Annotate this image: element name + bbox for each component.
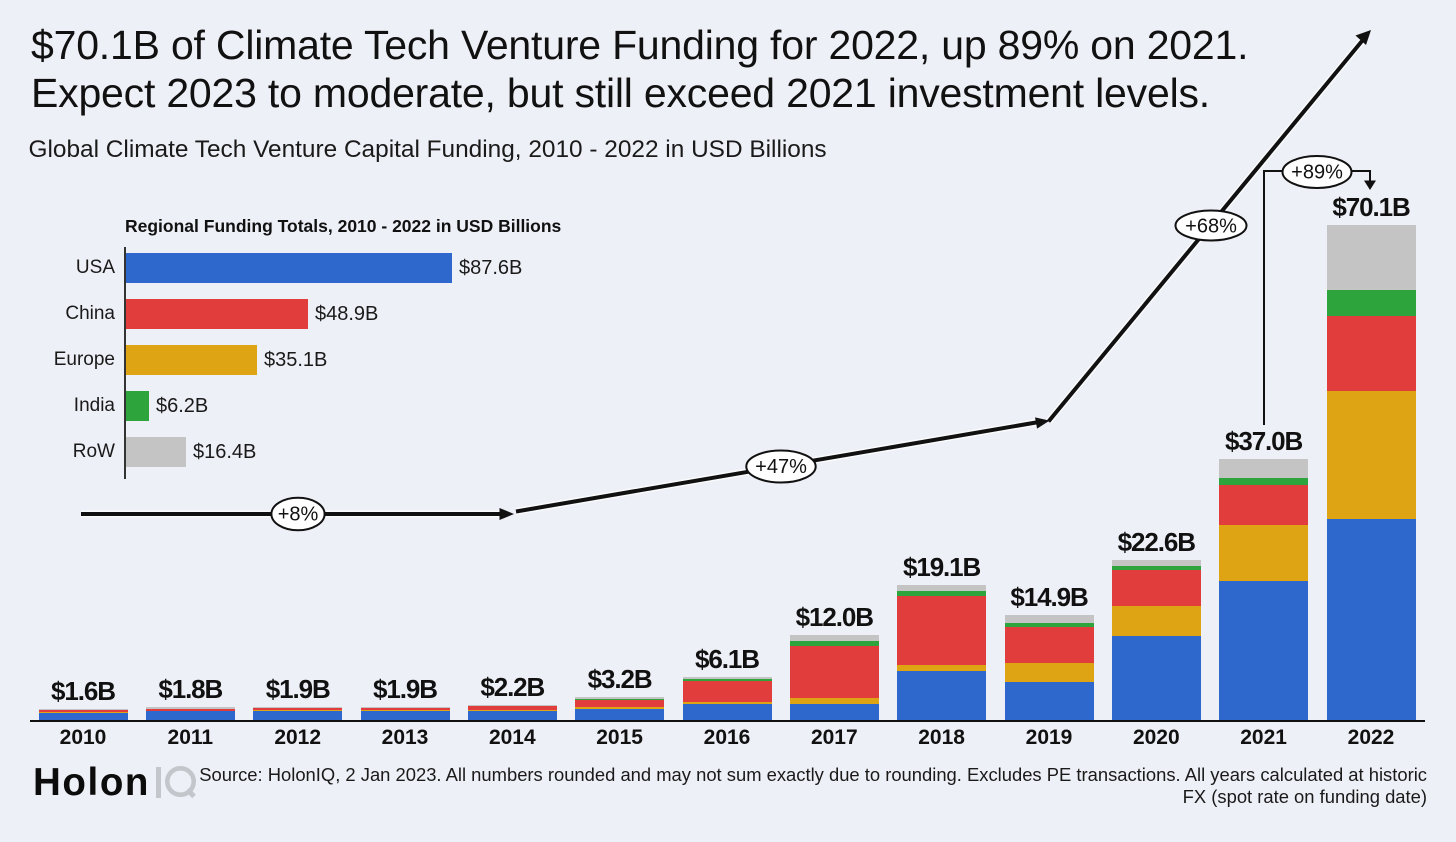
svg-text:+89%: +89% <box>1291 162 1343 184</box>
svg-text:+47%: +47% <box>755 456 807 478</box>
svg-text:+8%: +8% <box>278 504 319 526</box>
svg-text:+68%: +68% <box>1185 216 1237 238</box>
